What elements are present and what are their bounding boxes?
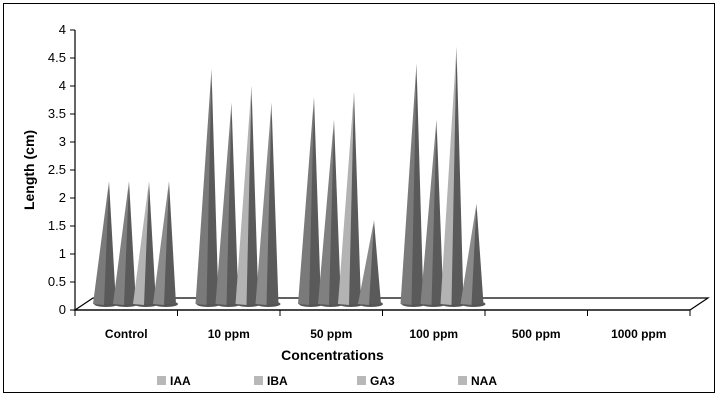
cone-naa (358, 220, 383, 307)
y-tick-label: 1 (59, 246, 66, 261)
cone-lit-side (235, 86, 252, 305)
cone-iba (113, 181, 138, 307)
legend-swatch-naa (458, 376, 467, 385)
cone-lit-side (440, 46, 457, 306)
cone-lit-side (358, 220, 374, 305)
x-category-label: 1000 ppm (611, 327, 666, 341)
cone-ga3 (440, 46, 466, 307)
legend-label-iba: IBA (267, 374, 288, 388)
legend-label-ga3: GA3 (370, 374, 395, 388)
cone-shadow-side (368, 220, 381, 304)
cone-lit-side (255, 102, 272, 305)
legend-swatch-ga3 (357, 376, 366, 385)
y-tick-label: 3 (59, 134, 66, 149)
legend-label-iaa: IAA (170, 374, 191, 388)
cone-naa (153, 181, 178, 307)
cone-ga3 (133, 181, 158, 307)
cone-lit-side (153, 181, 169, 305)
cone-shadow-side (308, 97, 321, 304)
cone-iaa (400, 63, 426, 307)
legend-swatch-iaa (157, 376, 166, 385)
y-tick-label: 2.5 (48, 162, 66, 177)
cone-lit-side (338, 91, 354, 305)
cone-shadow-side (205, 69, 219, 304)
cone-lit-side (400, 63, 417, 305)
cone-lit-side (93, 181, 109, 305)
y-tick-label: 2 (59, 190, 66, 205)
cone-shadow-side (143, 181, 156, 304)
cone-lit-side (195, 69, 212, 305)
cone-shadow-side (163, 181, 176, 304)
cone-lit-side (113, 181, 129, 305)
cone-lit-side (460, 203, 477, 305)
y-tick-label: 1.5 (48, 218, 66, 233)
x-category-label: 100 ppm (409, 327, 458, 341)
cone-shadow-side (123, 181, 136, 304)
y-axis-title: Length (cm) (21, 130, 37, 210)
cone-iaa (298, 97, 323, 307)
cone-lit-side (298, 97, 314, 305)
cone-shadow-side (328, 119, 341, 304)
cone-naa (255, 102, 281, 307)
y-tick-label: 0.5 (48, 274, 66, 289)
cone-ga3 (338, 91, 363, 307)
chart-frame (3, 3, 715, 393)
cone-iba (215, 102, 241, 307)
cone-shadow-side (348, 91, 361, 304)
legend-swatch-iba (254, 376, 263, 385)
cone-lit-side (215, 102, 232, 305)
cone-naa (460, 203, 486, 307)
cone-shadow-side (265, 102, 279, 304)
cone-shadow-side (225, 102, 239, 304)
cone-shadow-side (470, 203, 484, 304)
y-tick-label: 4.5 (48, 50, 66, 65)
cone-iba (318, 119, 343, 307)
x-category-label: 10 ppm (208, 327, 250, 341)
x-axis-title: Concentrations (281, 347, 384, 363)
cone-lit-side (133, 181, 149, 305)
cone-iba (420, 119, 446, 307)
legend-label-naa: NAA (471, 374, 497, 388)
cone-shadow-side (430, 119, 444, 304)
y-tick-label: 4 (59, 22, 66, 37)
cone-iaa (195, 69, 221, 307)
y-tick-label: 0 (59, 302, 66, 317)
cone-shadow-side (410, 63, 424, 304)
cone-iaa (93, 181, 118, 307)
x-category-label: 500 ppm (512, 327, 561, 341)
y-tick-label: 3.5 (48, 106, 66, 121)
cone-shadow-side (103, 181, 116, 304)
cone-shadow-side (245, 86, 259, 304)
cone-lit-side (420, 119, 437, 305)
cone-lit-side (318, 119, 334, 305)
cone-ga3 (235, 86, 261, 307)
x-category-label: Control (105, 327, 148, 341)
y-tick-label: 4 (59, 78, 66, 93)
x-category-label: 50 ppm (310, 327, 352, 341)
cone-shadow-side (450, 46, 464, 305)
